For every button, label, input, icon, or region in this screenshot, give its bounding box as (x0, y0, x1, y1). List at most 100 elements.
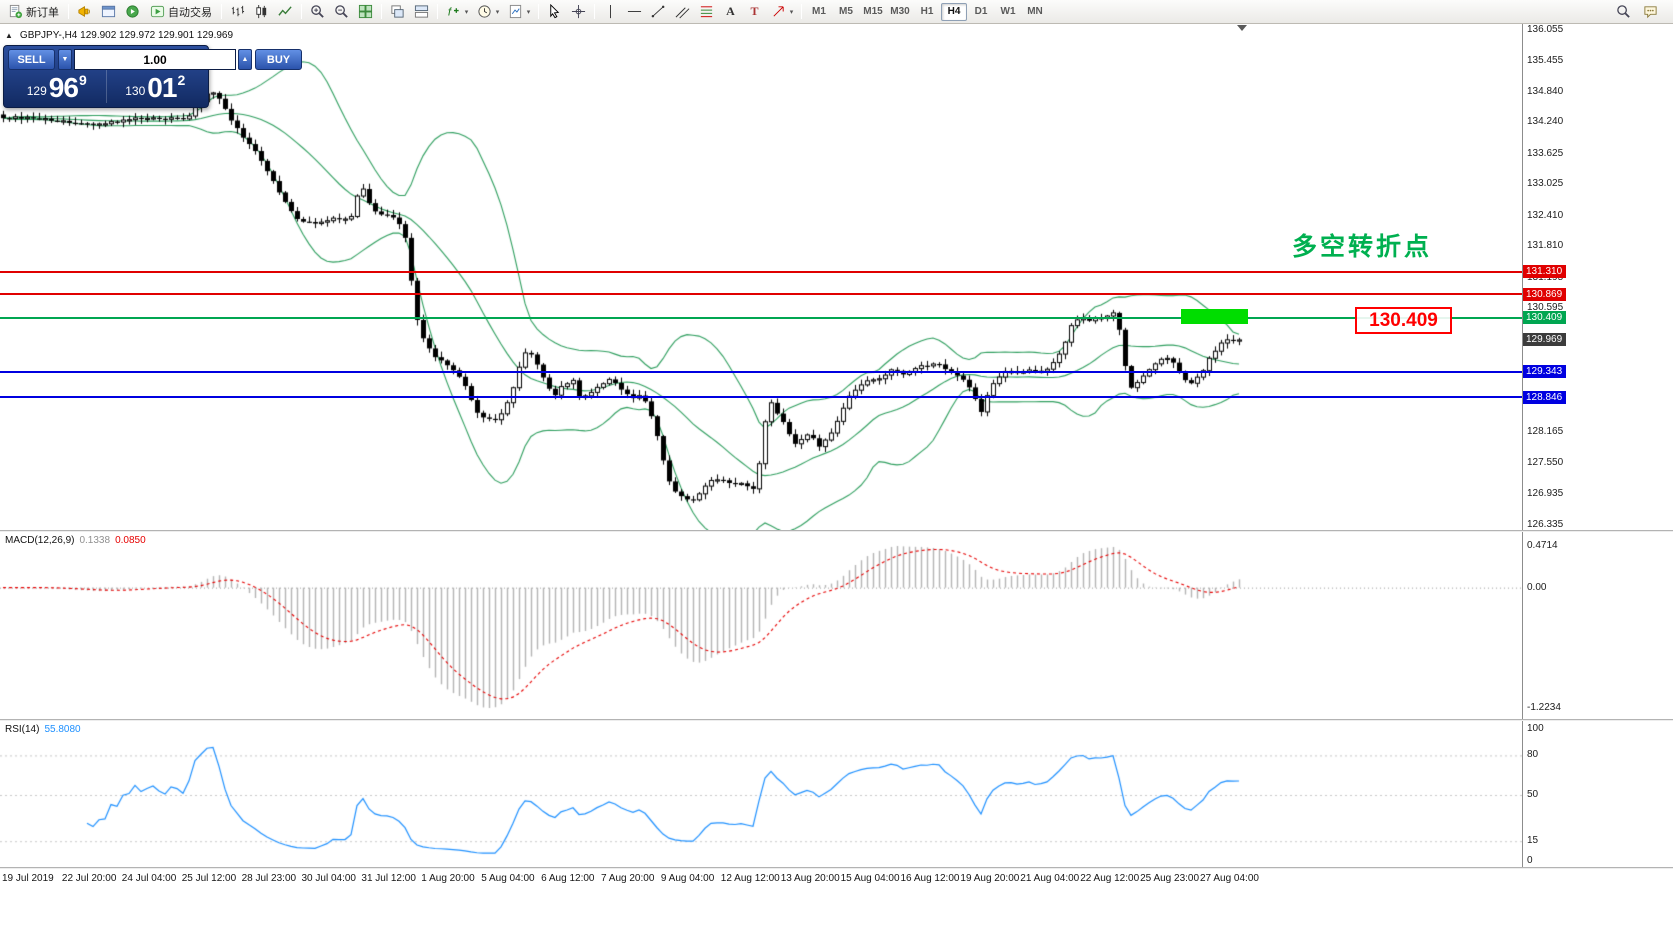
arrow-tool-icon (773, 6, 784, 17)
time-axis-label: 13 Aug 20:00 (780, 873, 840, 884)
buy-price-pips: 01 (147, 72, 177, 103)
bar-chart-mode-button[interactable] (226, 2, 249, 22)
price-axis-label: 130.595 (1527, 302, 1564, 314)
strategy-tester-button[interactable] (121, 2, 144, 22)
time-axis-label: 24 Jul 04:00 (121, 873, 177, 884)
buy-price-figure: 130 (125, 84, 146, 98)
time-axis-label: 28 Jul 23:00 (241, 873, 297, 884)
volume-increase-button[interactable]: ▲ (238, 49, 252, 70)
time-axis-label: 1 Aug 20:00 (421, 873, 475, 884)
text-tool-button[interactable]: A (719, 2, 742, 22)
buy-button[interactable]: BUY (255, 49, 302, 70)
toolbar-separator (68, 4, 69, 19)
text-label-tool-button[interactable]: T (743, 2, 766, 22)
fibonacci-icon (700, 6, 713, 18)
toolbar-separator (594, 4, 595, 19)
macd-indicator-canvas[interactable] (0, 532, 1522, 721)
toolbar-separator (221, 4, 222, 19)
sell-button[interactable]: SELL (8, 49, 55, 70)
horizontal-line-131.310[interactable] (0, 270, 1522, 273)
toolbar-separator (801, 4, 802, 19)
volume-decrease-button[interactable]: ▼ (58, 49, 72, 70)
zoom-in-button[interactable] (306, 2, 329, 22)
vertical-line-tool-button[interactable] (599, 2, 622, 22)
fibonacci-tool-button[interactable] (695, 2, 718, 22)
zoom-out-icon (335, 5, 348, 18)
tf-mn-button[interactable]: MN (1022, 3, 1048, 21)
time-axis-label: 22 Jul 20:00 (61, 873, 117, 884)
tf-h1-button[interactable]: H1 (914, 3, 940, 21)
candlestick-mode-button[interactable] (250, 2, 273, 22)
cursor-tool-button[interactable] (543, 2, 566, 22)
tf-m1-button[interactable]: M1 (806, 3, 832, 21)
time-axis-label: 12 Aug 12:00 (720, 873, 780, 884)
tf-w1-button[interactable]: W1 (995, 3, 1021, 21)
trendline-tool-button[interactable] (647, 2, 670, 22)
time-axis-label: 6 Aug 12:00 (541, 873, 595, 884)
rsi-axis-label: 15 (1527, 835, 1539, 847)
chart-shift-marker[interactable] (1237, 25, 1247, 31)
buy-price: 130 01 2 (105, 70, 205, 103)
trendline-icon (651, 5, 665, 18)
horizontal-line-128.846[interactable] (0, 396, 1522, 399)
green-play-circle-icon (126, 5, 139, 18)
terminal-window-button[interactable] (97, 2, 120, 22)
new-order-button[interactable]: 新订单 (3, 2, 64, 22)
autotrading-button[interactable]: 自动交易 (145, 2, 217, 22)
price-callout-box[interactable]: 130.409 (1355, 307, 1452, 334)
crosshair-tool-button[interactable] (567, 2, 590, 22)
macd-axis-max-label: 0.4714 (1527, 540, 1558, 551)
tf-h4-button[interactable]: H4 (941, 2, 967, 21)
main-price-chart-canvas[interactable] (0, 24, 1522, 532)
horizontal-line-130.869[interactable] (0, 293, 1522, 296)
volume-input[interactable] (74, 49, 236, 70)
rsi-indicator-canvas[interactable] (0, 721, 1522, 867)
toolbar-right-group (1612, 2, 1670, 22)
indicators-icon: f (448, 6, 459, 18)
templates-button[interactable]: ▾ (504, 2, 534, 22)
tf-m30-button[interactable]: M30 (887, 3, 913, 21)
alerts-button[interactable] (73, 2, 96, 22)
indicators-button[interactable]: f ▾ (442, 2, 472, 22)
price-axis-badge: 129.343 (1523, 365, 1567, 379)
search-button[interactable] (1612, 2, 1635, 22)
time-axis-label: 9 Aug 04:00 (660, 873, 715, 884)
price-axis-label: 135.455 (1527, 54, 1564, 66)
horizontal-line-129.343[interactable] (0, 370, 1522, 373)
horizontal-line-130.409[interactable] (0, 316, 1522, 319)
channel-tool-button[interactable] (671, 2, 694, 22)
annotation-text[interactable]: 多空转折点 (1292, 233, 1433, 261)
time-axis-label: 16 Aug 12:00 (900, 873, 960, 884)
price-axis-label: 126.935 (1527, 488, 1564, 500)
price-axis-label: 136.055 (1527, 24, 1564, 35)
time-axis-label: 7 Aug 20:00 (601, 873, 655, 884)
rsi-axis-label: 100 (1527, 723, 1544, 734)
pane-separator[interactable] (0, 719, 1673, 721)
highlight-rectangle[interactable] (1181, 309, 1248, 324)
zoom-out-button[interactable] (330, 2, 353, 22)
pane-separator[interactable] (0, 530, 1673, 532)
community-chat-button[interactable] (1639, 2, 1662, 22)
autotrading-icon (150, 5, 165, 18)
macd-main-value: 0.1338 (79, 535, 111, 546)
rsi-name: RSI(14) (5, 724, 40, 735)
tile-horizontal-button[interactable] (410, 2, 433, 22)
tf-m15-button[interactable]: M15 (860, 3, 886, 21)
tf-m5-button[interactable]: M5 (833, 3, 859, 21)
horizontal-line-tool-button[interactable] (623, 2, 646, 22)
crosshair-icon (571, 4, 586, 19)
tile-windows-button[interactable] (354, 2, 377, 22)
cascade-windows-button[interactable] (386, 2, 409, 22)
time-axis-label: 22 Aug 12:00 (1080, 873, 1140, 884)
chart-symbol-title: ▲ GBPJPY-,H4 129.902 129.972 129.901 129… (5, 30, 233, 41)
template-icon (509, 4, 521, 19)
periods-button[interactable]: ▾ (473, 2, 503, 22)
arrows-tool-button[interactable]: ▾ (767, 2, 797, 22)
time-axis-label: 27 Aug 04:00 (1200, 873, 1259, 884)
toolbar-separator (437, 4, 438, 19)
line-chart-mode-button[interactable] (274, 2, 297, 22)
one-click-toggle-icon[interactable]: ▲ (5, 31, 13, 40)
sell-price-point: 9 (78, 72, 87, 88)
search-icon (1617, 5, 1630, 18)
tf-d1-button[interactable]: D1 (968, 3, 994, 21)
